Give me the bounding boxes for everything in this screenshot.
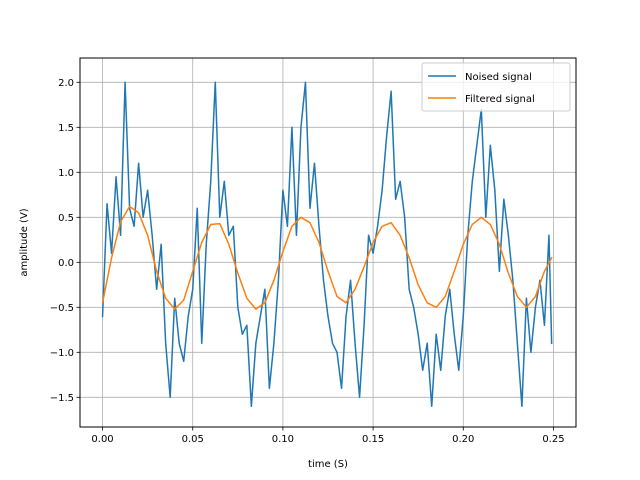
series-layer	[101, 81, 553, 408]
y-tick-label: −0.5	[50, 303, 74, 314]
y-tick-label: 0.5	[58, 213, 74, 224]
legend-label-filtered: Filtered signal	[465, 94, 535, 105]
legend: Noised signal Filtered signal	[421, 62, 571, 112]
y-tick-label: 2.0	[58, 78, 74, 89]
y-tick-label: 1.0	[58, 168, 74, 179]
y-tick-label: −1.5	[50, 393, 74, 404]
y-tick-label: 1.5	[58, 123, 74, 134]
x-tick-label: 0.15	[362, 434, 384, 445]
series-line-filtered	[101, 205, 553, 310]
x-tick-label: 0.10	[272, 434, 294, 445]
series-line-noised	[101, 81, 553, 408]
y-axis-title: amplitude (V)	[19, 208, 30, 276]
legend-label-noised: Noised signal	[465, 72, 532, 83]
plot-area-frame	[79, 57, 577, 428]
y-tick-label: −1.0	[50, 348, 74, 359]
y-tick-label: 0.0	[58, 258, 74, 269]
x-tick-label: 0.25	[542, 434, 564, 445]
x-axis-title: time (S)	[308, 459, 348, 470]
legend-box	[421, 62, 571, 112]
x-tick-label: 0.05	[182, 434, 204, 445]
x-tick-label: 0.20	[452, 434, 474, 445]
y-axis: −1.5 −1.0 −0.5 0.0 0.5 1.0 1.5 2.0	[50, 78, 80, 404]
x-tick-label: 0.00	[91, 434, 113, 445]
x-axis: 0.00 0.05 0.10 0.15 0.20 0.25	[91, 427, 565, 445]
